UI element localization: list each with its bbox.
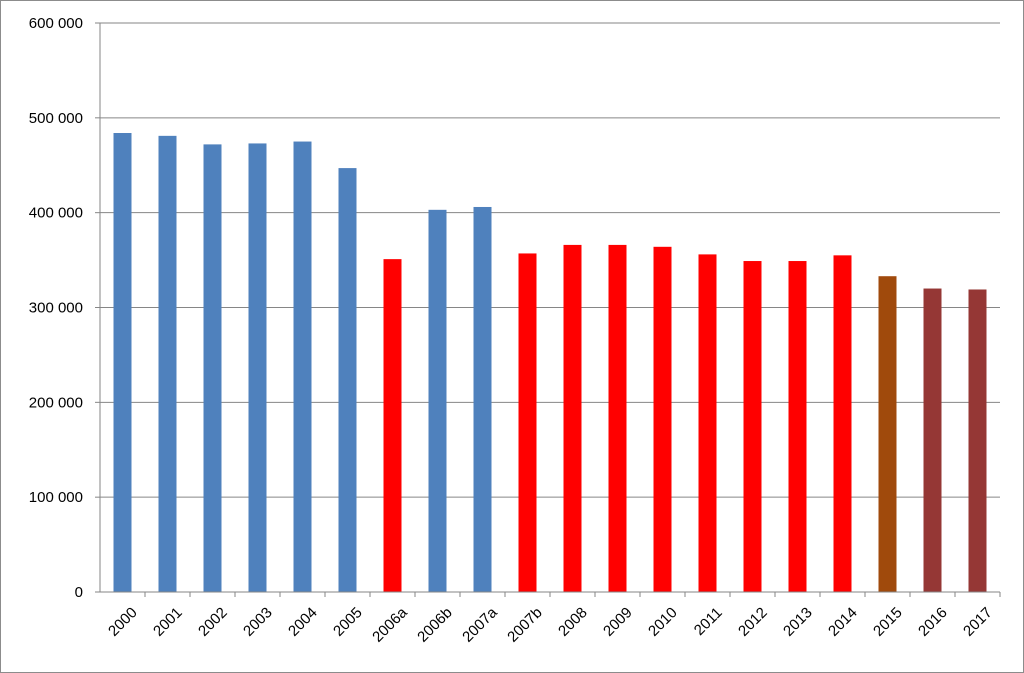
bar-2015	[878, 276, 897, 592]
x-tick-label-2009: 2009	[600, 604, 636, 640]
x-tick-label-2016: 2016	[915, 604, 951, 640]
y-axis-ticks: 0 100 000 200 000 300 000 400 000 500 000 600 …	[29, 15, 100, 601]
x-tick-label-2006b: 2006b	[414, 604, 456, 646]
y-tick-label: 200 000	[29, 394, 83, 411]
bar-2004	[293, 141, 312, 592]
bar-2010	[653, 246, 672, 592]
bar-2016	[923, 288, 942, 592]
bar-2006a	[383, 259, 402, 592]
x-tick-label-2005: 2005	[330, 604, 366, 640]
x-tick-label-2010: 2010	[645, 604, 681, 640]
x-tick-label-2011: 2011	[691, 604, 726, 639]
bar-2007b	[518, 253, 537, 592]
x-tick-label-2002: 2002	[195, 604, 231, 640]
x-tick-label-2013: 2013	[780, 604, 816, 640]
bar-2011	[698, 254, 717, 593]
bar-2014	[833, 255, 852, 592]
gridlines	[100, 22, 1000, 498]
x-tick-label-2004: 2004	[285, 604, 321, 640]
x-tick-label-2017: 2017	[960, 604, 996, 640]
y-tick-label: 100 000	[29, 489, 83, 506]
x-tick-label-2007b: 2007b	[504, 604, 546, 646]
y-tick-label: 300 000	[29, 300, 83, 317]
x-tick-label-2001: 2001	[150, 604, 186, 640]
bar-2007a	[473, 206, 492, 592]
bars	[113, 133, 987, 593]
x-tick-label-2007a: 2007a	[459, 604, 501, 646]
bar-2002	[203, 144, 222, 593]
y-tick-label: 500 000	[29, 110, 83, 127]
bar-2013	[788, 261, 807, 592]
bar-2000	[113, 133, 132, 593]
x-tick-label-2014: 2014	[825, 604, 861, 640]
x-tick-label-2012: 2012	[735, 604, 771, 640]
x-tick-label-2008: 2008	[555, 604, 591, 640]
bar-2006b	[428, 209, 447, 593]
x-tick-label-2000: 2000	[105, 604, 141, 640]
bar-2008	[563, 244, 582, 592]
bar-2003	[248, 143, 267, 592]
bar-2017	[968, 289, 987, 592]
x-tick-label-2003: 2003	[240, 604, 276, 640]
x-tick-label-2006a: 2006a	[369, 604, 411, 646]
bar-2001	[158, 135, 177, 592]
bar-2012	[743, 261, 762, 592]
y-tick-label: 400 000	[29, 205, 83, 222]
y-tick-label: 600 000	[29, 15, 83, 32]
x-tick-label-2015: 2015	[870, 604, 906, 640]
x-axis-labels: 2000 2001 2002 2003 2004 2005 2006a 2006b 2007a 2…	[105, 592, 1001, 646]
bar-2009	[608, 244, 627, 592]
y-tick-label: 0	[75, 584, 83, 601]
bar-2005	[338, 168, 357, 592]
